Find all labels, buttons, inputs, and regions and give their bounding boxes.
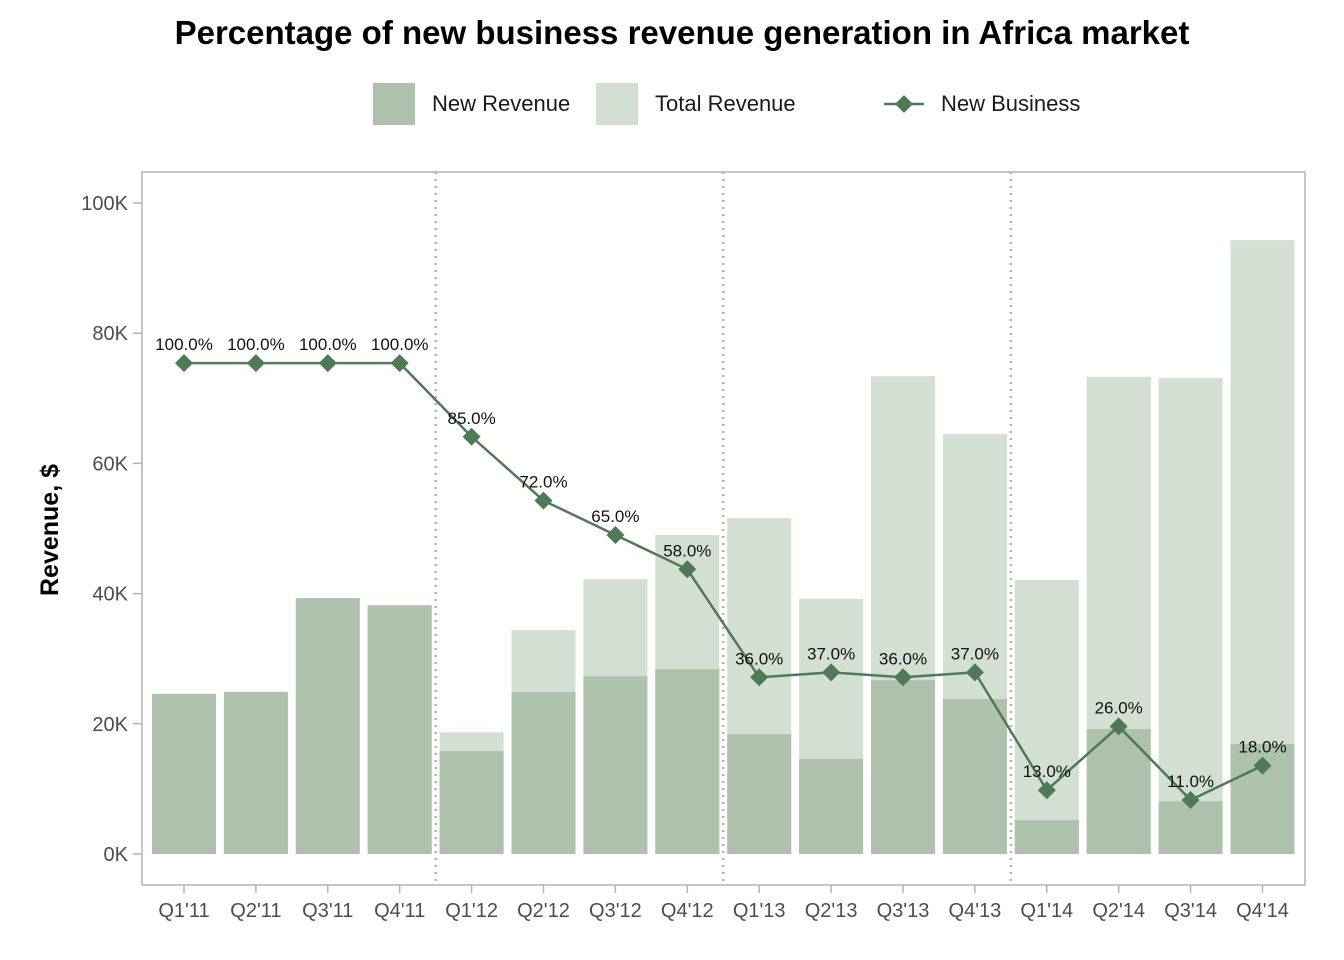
data-label: 13.0% <box>1023 762 1071 781</box>
y-tick-label: 0K <box>104 844 129 866</box>
new-revenue-bar <box>439 751 504 854</box>
legend-label-new-business: New Business <box>941 91 1081 116</box>
y-axis-label: Revenue, $ <box>36 464 64 596</box>
new-business-marker <box>462 427 481 446</box>
legend-item-new-business: New Business <box>884 83 1080 125</box>
data-label: 36.0% <box>879 649 927 668</box>
data-label: 65.0% <box>591 507 639 526</box>
x-tick-label: Q1'12 <box>445 900 498 922</box>
y-axis: 0K 20K 40K 60K 80K 100K <box>81 193 142 866</box>
new-business-marker <box>318 354 337 373</box>
chart-title: Percentage of new business revenue gener… <box>174 14 1190 51</box>
x-tick-label: Q3'12 <box>589 900 642 922</box>
x-tick-label: Q3'11 <box>302 900 353 922</box>
data-label: 100.0% <box>227 335 285 354</box>
data-label: 85.0% <box>447 409 495 428</box>
new-revenue-bar <box>583 676 648 854</box>
x-tick-label: Q1'13 <box>733 900 786 922</box>
x-tick-label: Q1'14 <box>1020 900 1073 922</box>
x-tick-label: Q4'13 <box>949 900 1002 922</box>
legend-line-diamond-icon <box>884 95 924 113</box>
y-tick-label: 20K <box>92 714 128 736</box>
data-label: 37.0% <box>951 644 999 663</box>
new-business-marker <box>175 354 193 373</box>
x-tick-label: Q2'13 <box>805 900 858 922</box>
new-business-marker <box>1109 717 1128 736</box>
data-label: 72.0% <box>519 473 567 492</box>
y-tick-label: 40K <box>92 584 128 606</box>
legend-swatch-total-revenue <box>596 83 638 125</box>
new-business-line-group <box>175 354 1272 810</box>
x-tick-label: Q4'14 <box>1236 900 1289 922</box>
x-tick-label: Q4'12 <box>661 900 714 922</box>
new-business-marker <box>750 668 769 687</box>
new-business-marker <box>1181 791 1200 810</box>
new-business-marker <box>965 663 984 682</box>
new-revenue-bars <box>152 598 1295 854</box>
data-label: 18.0% <box>1238 738 1286 757</box>
x-tick-label: Q4'11 <box>374 900 425 922</box>
new-business-marker <box>390 354 409 373</box>
x-axis: Q1'11 Q2'11 Q3'11 Q4'11 Q1'12 Q2'12 Q3'12 Q4'12… <box>158 885 1289 922</box>
new-revenue-bar <box>295 598 360 854</box>
new-business-marker <box>1037 781 1056 800</box>
total-revenue-bar <box>1158 378 1223 854</box>
legend-label-total-revenue: Total Revenue <box>655 91 796 116</box>
legend-swatch-new-revenue <box>373 83 415 125</box>
new-business-marker <box>246 354 265 373</box>
x-tick-label: Q2'12 <box>517 900 570 922</box>
new-revenue-bar <box>942 699 1007 854</box>
data-label: 26.0% <box>1095 698 1143 717</box>
new-revenue-bar <box>1014 820 1079 854</box>
new-revenue-bar <box>655 669 720 854</box>
legend-item-new-revenue: New Revenue <box>373 83 570 125</box>
legend-label-new-revenue: New Revenue <box>432 91 571 116</box>
data-label: 58.0% <box>663 541 711 560</box>
new-revenue-bar <box>799 758 864 854</box>
new-revenue-bar <box>1158 801 1223 854</box>
legend-item-total-revenue: Total Revenue <box>596 83 796 125</box>
data-label: 100.0% <box>155 335 213 354</box>
new-business-data-labels: 100.0% 100.0% 100.0% 100.0% 85.0% 72.0% 65.0% 5… <box>155 335 1286 791</box>
y-tick-label: 80K <box>92 323 128 345</box>
new-business-line <box>184 361 1264 802</box>
data-label: 37.0% <box>807 644 855 663</box>
new-revenue-bar <box>223 691 288 854</box>
new-business-marker <box>822 663 841 682</box>
total-revenue-bar <box>1014 579 1079 854</box>
new-business-marker <box>894 668 912 687</box>
plot-border <box>141 171 1306 886</box>
new-business-marker <box>678 560 697 579</box>
y-axis-label-group: Revenue, $ <box>36 464 64 596</box>
new-revenue-bar <box>367 605 432 854</box>
new-revenue-bar <box>511 691 576 854</box>
x-tick-label: Q2'14 <box>1092 900 1145 922</box>
data-label: 100.0% <box>371 335 429 354</box>
x-tick-label: Q1'11 <box>158 900 209 922</box>
new-revenue-bar <box>727 734 792 854</box>
new-business-marker <box>534 491 553 510</box>
data-label: 36.0% <box>735 649 783 668</box>
legend: New Revenue Total Revenue New Business <box>0 83 1344 127</box>
new-revenue-bar <box>152 693 216 854</box>
x-tick-label: Q3'13 <box>877 900 930 922</box>
x-tick-label: Q2'11 <box>230 900 281 922</box>
y-tick-label: 60K <box>92 453 128 475</box>
data-label: 100.0% <box>299 335 357 354</box>
new-revenue-bar <box>871 680 935 854</box>
x-tick-label: Q3'14 <box>1164 900 1217 922</box>
new-business-marker <box>606 525 625 544</box>
new-business-marker <box>1253 756 1272 775</box>
data-label: 11.0% <box>1167 772 1214 791</box>
y-tick-label: 100K <box>81 193 128 215</box>
